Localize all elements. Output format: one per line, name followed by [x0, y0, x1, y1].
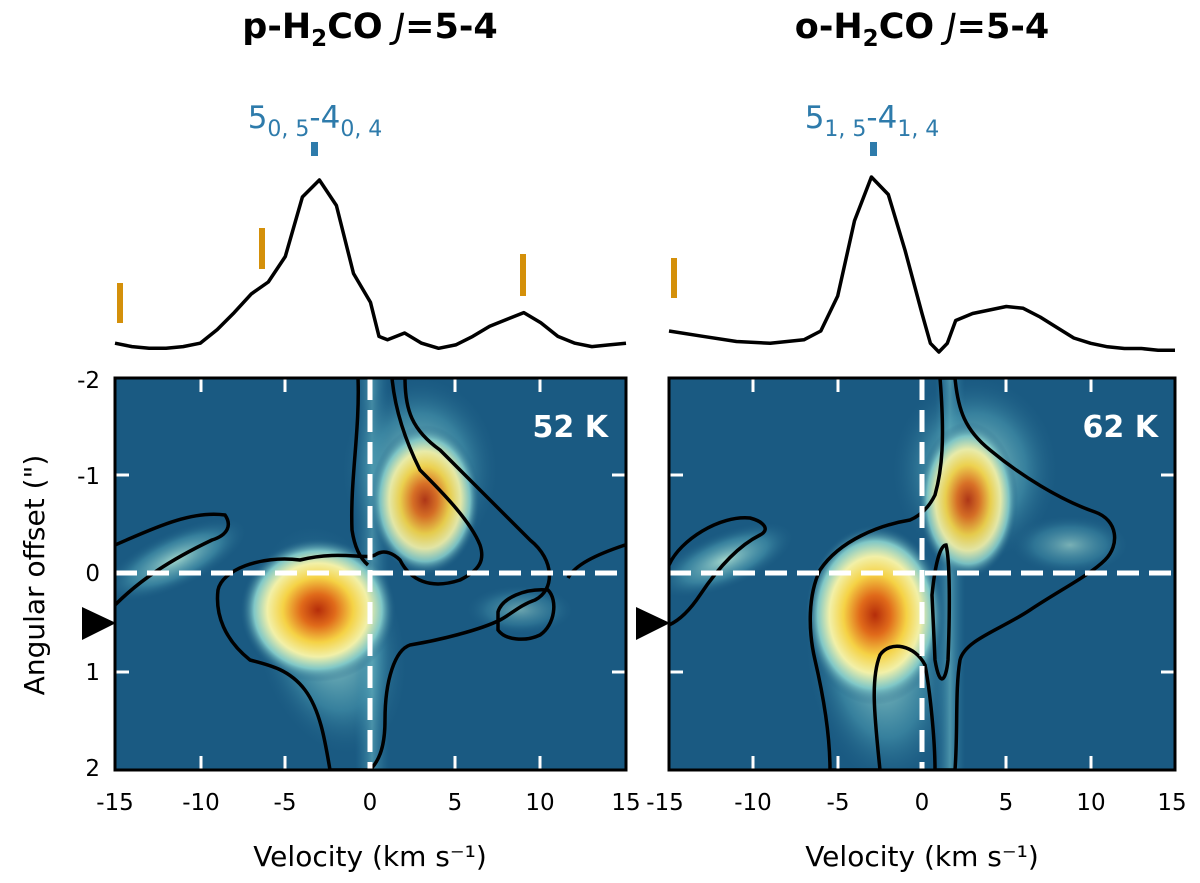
left-y-axis-label: Angular offset (") [18, 455, 51, 696]
left-line-marker-2 [259, 228, 265, 269]
y-tick-label: -1 [77, 464, 100, 490]
x-tick-label: 0 [915, 790, 930, 816]
x-tick-label: -5 [274, 790, 297, 816]
right-peak-temperature: 62 K [1083, 410, 1160, 445]
left-peak-temperature: 52 K [533, 410, 610, 445]
left-source-offset-marker [82, 607, 116, 640]
right-transition-marker [870, 142, 877, 156]
right-pv-frame [667, 376, 1177, 772]
left-transition-label: 50, 5-40, 4 [248, 100, 383, 142]
right-source-offset-marker [636, 607, 670, 640]
x-tick-label: 5 [999, 790, 1014, 816]
right-spectrum-line [668, 175, 1175, 354]
right-transition-label: 51, 5-41, 4 [805, 100, 940, 142]
x-tick-label: 10 [1076, 790, 1105, 816]
left-x-axis-label: Velocity (km s⁻¹) [253, 840, 487, 873]
x-tick-label: -10 [182, 790, 220, 816]
x-tick-label: 0 [363, 790, 378, 816]
right-contours [669, 378, 1117, 770]
left-inner-ticks [115, 378, 626, 770]
right-x-tick-labels: -15 -10 -5 0 5 10 15 [646, 790, 1186, 816]
left-contour-5 [349, 378, 370, 567]
left-line-markers [117, 228, 526, 323]
left-line-marker-3 [520, 254, 526, 296]
left-spectrum-line [114, 178, 627, 351]
right-x-axis-label: Velocity (km s⁻¹) [805, 840, 1039, 873]
y-tick-label: 1 [85, 660, 100, 686]
left-x-tick-labels: -15 -10 -5 0 5 10 15 [96, 790, 640, 816]
x-tick-label: -15 [96, 790, 134, 816]
left-line-marker-1 [117, 283, 123, 323]
right-line-marker-1 [671, 258, 677, 298]
x-tick-label: -5 [827, 790, 850, 816]
right-inner-ticks [669, 378, 1175, 770]
left-y-tick-labels: -2 -1 0 1 2 [77, 368, 100, 782]
x-tick-label: 15 [1157, 790, 1186, 816]
right-contour-1 [669, 516, 767, 627]
x-tick-label: 10 [525, 790, 554, 816]
right-pv-diagram: 62 K [667, 376, 1177, 772]
y-tick-label: -2 [77, 368, 100, 394]
right-contour-2 [808, 378, 1117, 770]
x-tick-label: -15 [646, 790, 684, 816]
right-contour-3 [930, 543, 952, 681]
x-tick-label: -10 [734, 790, 772, 816]
y-tick-label: 0 [85, 561, 100, 587]
left-contour-3 [496, 588, 556, 641]
right-panel-title: o-H2CO J=5-4 [795, 7, 1049, 52]
x-tick-label: 5 [448, 790, 463, 816]
left-transition-marker [311, 142, 318, 156]
left-pv-diagram: 52 K [113, 376, 628, 772]
x-tick-label: 15 [611, 790, 640, 816]
left-panel-title: p-H2CO J=5-4 [242, 7, 497, 52]
left-contour-2 [215, 378, 552, 770]
left-pv-frame [113, 376, 628, 772]
y-tick-label: 2 [85, 756, 100, 782]
